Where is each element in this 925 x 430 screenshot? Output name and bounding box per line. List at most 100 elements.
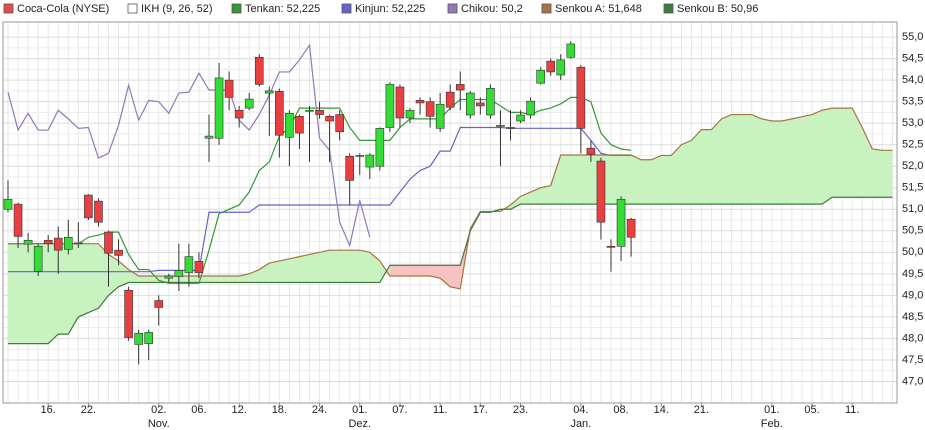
candle-body bbox=[13, 203, 23, 237]
candle-body bbox=[516, 114, 525, 122]
cloud-segment bbox=[701, 129, 712, 205]
cloud-segment bbox=[349, 249, 360, 283]
candle-body bbox=[335, 114, 344, 133]
legend-label: IKH (9, 26, 52) bbox=[141, 3, 213, 15]
cloud-segment bbox=[289, 256, 300, 283]
cloud-segment bbox=[771, 120, 783, 205]
candle-body bbox=[476, 102, 485, 107]
candle-body bbox=[465, 92, 475, 116]
legend-label: Senkou A: 51,648 bbox=[555, 3, 642, 15]
candle-body bbox=[295, 115, 304, 134]
x-tick-label: 24. bbox=[312, 404, 327, 416]
cloud-segment bbox=[801, 114, 813, 205]
cloud-segment bbox=[47, 243, 59, 345]
candle-body bbox=[224, 79, 234, 98]
cloud-segment bbox=[721, 114, 732, 205]
y-tick-label: 52,5 bbox=[902, 139, 923, 151]
candle-body bbox=[154, 300, 164, 308]
x-tick-label: 21. bbox=[694, 404, 709, 416]
y-tick-label: 50,0 bbox=[902, 246, 923, 258]
cloud-segment bbox=[58, 243, 69, 335]
legend-swatch bbox=[3, 3, 14, 14]
y-tick-label: 53,0 bbox=[902, 117, 923, 129]
x-tick-label: 18. bbox=[272, 404, 287, 416]
candle-body bbox=[405, 109, 415, 119]
candle-body bbox=[586, 147, 596, 155]
indicator-line bbox=[8, 126, 632, 273]
x-tick-label: 22. bbox=[81, 404, 96, 416]
candle-body bbox=[114, 249, 123, 256]
candle-body bbox=[616, 199, 626, 247]
cloud-segment bbox=[218, 275, 230, 283]
x-tick-label: 17. bbox=[473, 404, 488, 416]
cloud-segment bbox=[841, 107, 853, 198]
candle-body bbox=[415, 100, 425, 104]
cloud-segment bbox=[339, 249, 350, 283]
legend-label: Tenkan: 52,225 bbox=[245, 3, 320, 15]
plot-frame bbox=[2, 21, 898, 404]
candle-body bbox=[455, 84, 465, 91]
legend-label: Senkou B: 50,96 bbox=[677, 3, 758, 15]
y-tick-label: 51,5 bbox=[902, 182, 923, 194]
candle-body bbox=[496, 125, 505, 127]
cloud-segment bbox=[630, 154, 642, 205]
cloud-segment bbox=[540, 185, 551, 205]
legend-swatch bbox=[127, 3, 138, 14]
cloud-segment bbox=[650, 155, 662, 205]
candle-body bbox=[84, 194, 93, 219]
y-tick-label: 49,5 bbox=[902, 268, 923, 280]
y-tick-label: 51,0 bbox=[902, 203, 923, 215]
x-tick-label: 14. bbox=[654, 404, 669, 416]
candle-body bbox=[74, 242, 83, 245]
candle-body bbox=[43, 239, 53, 245]
legend-swatch bbox=[341, 3, 352, 14]
candle-body bbox=[164, 275, 174, 279]
cloud-segment bbox=[188, 275, 200, 283]
candle-body bbox=[626, 218, 636, 238]
x-tick-label: 02. bbox=[151, 404, 166, 416]
candle-body bbox=[305, 109, 314, 112]
cloud-segment bbox=[178, 275, 190, 283]
cloud-segment bbox=[299, 254, 310, 283]
candle-body bbox=[526, 100, 535, 116]
candle-body bbox=[315, 109, 324, 115]
x-tick-label: 07. bbox=[392, 404, 407, 416]
cloud-segment bbox=[661, 155, 672, 205]
legend-swatch bbox=[231, 3, 242, 14]
cloud-segment bbox=[389, 264, 401, 277]
cloud-segment bbox=[17, 243, 29, 344]
y-tick-label: 48,0 bbox=[902, 332, 923, 344]
x-tick-label: 04. bbox=[573, 404, 588, 416]
candle-body bbox=[536, 69, 545, 84]
y-tick-label: 53,5 bbox=[902, 96, 923, 108]
cloud-segment bbox=[208, 275, 220, 283]
candle-body bbox=[375, 128, 385, 167]
candle-body bbox=[385, 84, 395, 128]
month-label: Nov. bbox=[148, 418, 170, 430]
candle-body bbox=[445, 91, 455, 108]
cloud-segment bbox=[791, 116, 803, 205]
candle-body bbox=[566, 43, 576, 58]
y-tick-label: 47,0 bbox=[902, 375, 923, 387]
candle-body bbox=[244, 98, 254, 109]
candle-body bbox=[596, 160, 606, 223]
x-tick-label: 08. bbox=[613, 404, 628, 416]
cloud-segment bbox=[269, 260, 280, 283]
x-tick-label: 01. bbox=[352, 404, 367, 416]
indicator-line bbox=[7, 43, 371, 248]
cloud-segment bbox=[228, 275, 240, 283]
candle-body bbox=[264, 90, 274, 94]
indicator-line bbox=[8, 107, 893, 290]
candle-body bbox=[425, 101, 435, 117]
cloud-segment bbox=[580, 154, 592, 205]
candle-body bbox=[144, 332, 153, 344]
cloud-segment bbox=[319, 249, 330, 283]
cloud-segment bbox=[761, 118, 773, 205]
cloud-segment bbox=[7, 243, 19, 344]
cloud-segment bbox=[399, 264, 411, 277]
legend-swatch bbox=[447, 3, 458, 14]
legend-swatch bbox=[541, 3, 552, 14]
legend-label: Chikou: 50,2 bbox=[461, 3, 523, 15]
candle-body bbox=[546, 60, 556, 73]
